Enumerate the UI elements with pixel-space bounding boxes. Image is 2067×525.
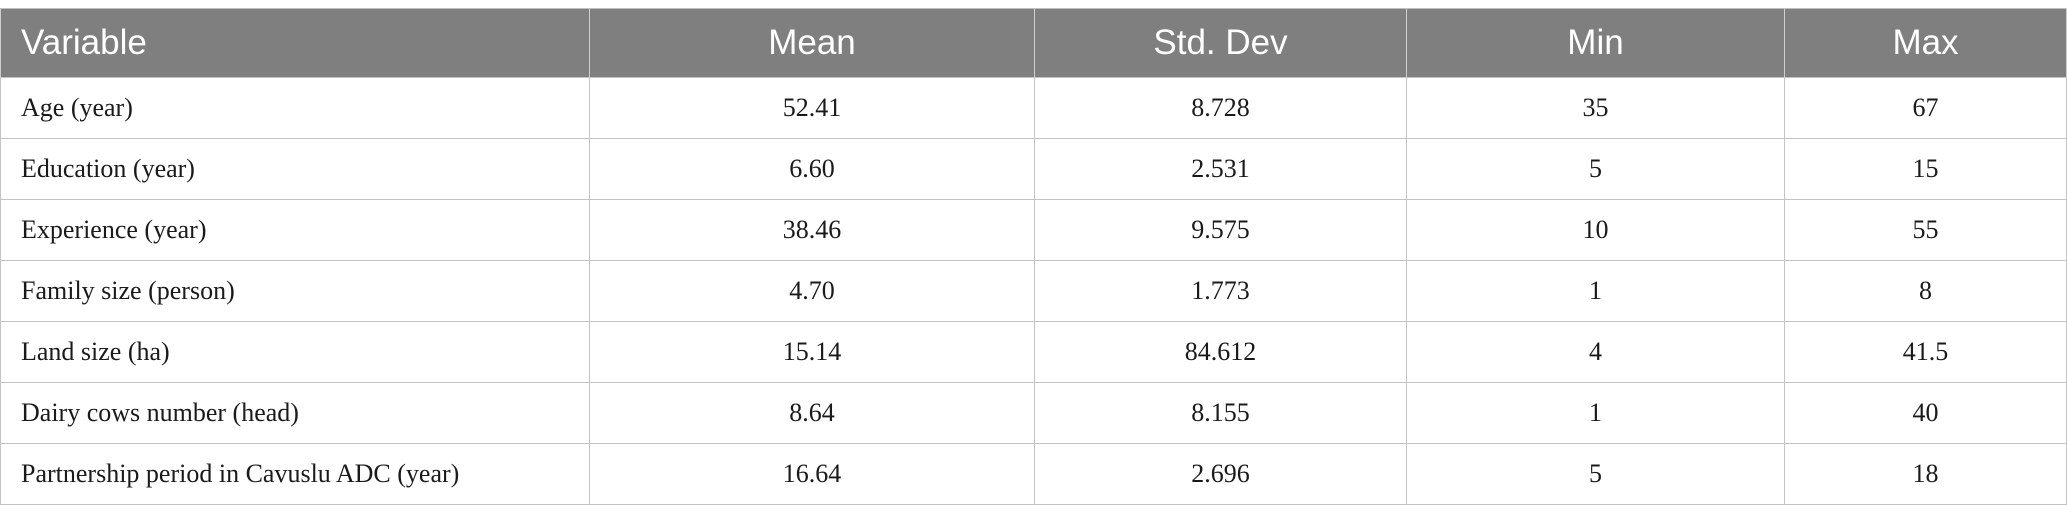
cell-max: 8 — [1784, 260, 2067, 322]
header-std-dev: Std. Dev — [1034, 8, 1407, 78]
cell-mean: 8.64 — [589, 382, 1035, 444]
cell-variable: Experience (year) — [0, 199, 590, 261]
cell-min: 35 — [1406, 77, 1785, 139]
cell-min: 10 — [1406, 199, 1785, 261]
table-row: Experience (year) 38.46 9.575 10 55 — [0, 199, 2067, 261]
cell-mean: 4.70 — [589, 260, 1035, 322]
cell-max: 40 — [1784, 382, 2067, 444]
cell-std-dev: 9.575 — [1034, 199, 1407, 261]
cell-mean: 38.46 — [589, 199, 1035, 261]
cell-mean: 52.41 — [589, 77, 1035, 139]
table-row: Partnership period in Cavuslu ADC (year)… — [0, 443, 2067, 505]
header-mean: Mean — [589, 8, 1035, 78]
header-variable: Variable — [0, 8, 590, 78]
cell-variable: Age (year) — [0, 77, 590, 139]
cell-max: 41.5 — [1784, 321, 2067, 383]
table-body: Age (year) 52.41 8.728 35 67 Education (… — [0, 77, 2067, 505]
cell-min: 5 — [1406, 138, 1785, 200]
cell-max: 67 — [1784, 77, 2067, 139]
table-row: Dairy cows number (head) 8.64 8.155 1 40 — [0, 382, 2067, 444]
cell-variable: Education (year) — [0, 138, 590, 200]
cell-min: 1 — [1406, 260, 1785, 322]
cell-max: 18 — [1784, 443, 2067, 505]
cell-max: 15 — [1784, 138, 2067, 200]
cell-max: 55 — [1784, 199, 2067, 261]
cell-variable: Dairy cows number (head) — [0, 382, 590, 444]
table-row: Education (year) 6.60 2.531 5 15 — [0, 138, 2067, 200]
cell-mean: 16.64 — [589, 443, 1035, 505]
cell-std-dev: 2.531 — [1034, 138, 1407, 200]
table-header: Variable Mean Std. Dev Min Max — [0, 8, 2067, 78]
cell-std-dev: 84.612 — [1034, 321, 1407, 383]
cell-std-dev: 8.728 — [1034, 77, 1407, 139]
descriptive-statistics-table-container: Variable Mean Std. Dev Min Max Age (year… — [0, 8, 2067, 505]
descriptive-statistics-table: Variable Mean Std. Dev Min Max Age (year… — [0, 8, 2067, 505]
cell-variable: Family size (person) — [0, 260, 590, 322]
cell-min: 5 — [1406, 443, 1785, 505]
table-row: Age (year) 52.41 8.728 35 67 — [0, 77, 2067, 139]
cell-std-dev: 8.155 — [1034, 382, 1407, 444]
header-max: Max — [1784, 8, 2067, 78]
cell-mean: 6.60 — [589, 138, 1035, 200]
table-row: Land size (ha) 15.14 84.612 4 41.5 — [0, 321, 2067, 383]
cell-min: 4 — [1406, 321, 1785, 383]
header-row: Variable Mean Std. Dev Min Max — [0, 8, 2067, 78]
cell-variable: Partnership period in Cavuslu ADC (year) — [0, 443, 590, 505]
header-min: Min — [1406, 8, 1785, 78]
cell-variable: Land size (ha) — [0, 321, 590, 383]
cell-std-dev: 2.696 — [1034, 443, 1407, 505]
cell-std-dev: 1.773 — [1034, 260, 1407, 322]
cell-min: 1 — [1406, 382, 1785, 444]
cell-mean: 15.14 — [589, 321, 1035, 383]
table-row: Family size (person) 4.70 1.773 1 8 — [0, 260, 2067, 322]
